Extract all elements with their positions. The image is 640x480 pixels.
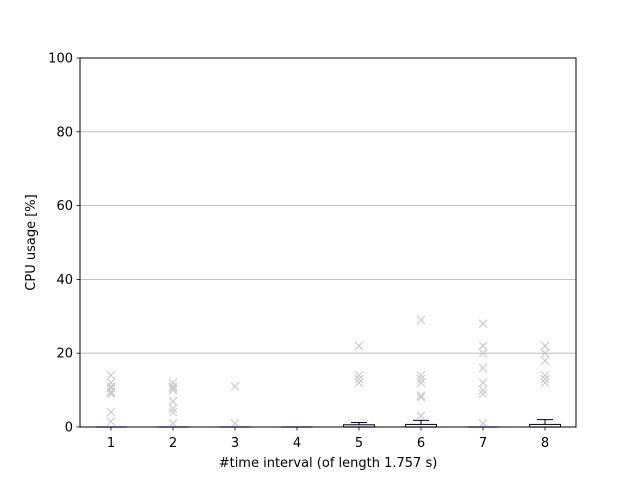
outlier-marker (416, 315, 426, 325)
outlier-marker (354, 378, 364, 388)
x-tick-label: 2 (169, 436, 177, 451)
outlier-marker (354, 341, 364, 351)
outlier-marker (106, 417, 116, 426)
outlier-marker (478, 319, 488, 329)
x-tick-label: 4 (293, 436, 301, 451)
outlier-marker (168, 396, 178, 406)
outlier-marker (168, 383, 178, 393)
x-axis-label: #time interval (of length 1.757 s) (219, 456, 438, 471)
outlier-marker (478, 389, 488, 399)
outlier-marker (168, 404, 178, 413)
outlier-marker (540, 378, 550, 388)
outlier-marker (230, 382, 240, 391)
y-tick-label: 0 (65, 421, 73, 436)
x-tick-label: 5 (355, 436, 363, 451)
box-layer (95, 419, 561, 428)
outlier-marker (416, 391, 426, 401)
outlier-marker (168, 418, 178, 428)
y-tick-label: 40 (56, 273, 73, 288)
outlier-marker (540, 374, 550, 384)
box-group-6 (405, 419, 437, 428)
outlier-marker (540, 348, 550, 358)
plot-frame (79, 57, 577, 428)
y-tick-label: 60 (56, 199, 73, 214)
outlier-marker (478, 418, 488, 428)
box-group-8 (529, 419, 561, 428)
outlier-marker (478, 385, 488, 395)
x-tick-label: 7 (479, 436, 487, 451)
outlier-marker (354, 370, 364, 380)
outlier-marker (354, 374, 364, 384)
y-tick-label: 80 (56, 125, 73, 140)
x-tick-label: 6 (417, 436, 425, 451)
outlier-marker (416, 393, 426, 402)
outlier-marker (230, 418, 240, 428)
outlier-marker (478, 363, 488, 373)
outlier-marker (106, 387, 116, 397)
x-tick-label: 1 (107, 436, 115, 451)
box-group-5 (343, 422, 375, 428)
outlier-marker (478, 348, 488, 358)
x-tick-label: 8 (541, 436, 549, 451)
y-tick-label: 20 (56, 347, 73, 362)
outlier-marker (106, 370, 116, 380)
outlier-marker (168, 382, 178, 391)
outlier-marker (478, 341, 488, 351)
outlier-marker (416, 378, 426, 388)
outlier-marker (416, 370, 426, 380)
outlier-marker (416, 411, 426, 421)
tick-layer: 0 20 40 60 80 100 1 2 3 4 5 6 7 8 (48, 52, 549, 452)
y-axis-label: CPU usage [%] (24, 194, 39, 290)
outlier-marker (106, 407, 116, 417)
outlier-marker (106, 389, 116, 399)
outlier-marker (416, 374, 426, 384)
outlier-marker (168, 407, 178, 417)
grid-layer (80, 131, 576, 354)
y-tick-label: 100 (48, 52, 73, 67)
outlier-layer (106, 315, 550, 428)
x-tick-label: 3 (231, 436, 239, 451)
outlier-marker (540, 356, 550, 365)
outlier-marker (540, 341, 550, 351)
outlier-marker (478, 378, 488, 388)
outlier-marker (168, 385, 178, 395)
outlier-marker (540, 370, 550, 380)
